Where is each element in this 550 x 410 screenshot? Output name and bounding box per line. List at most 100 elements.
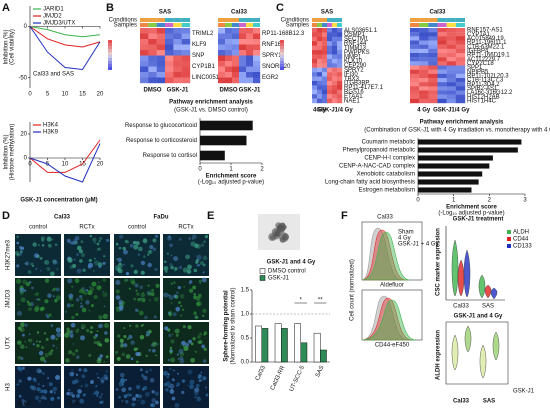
micrograph-texture	[143, 375, 148, 381]
micrograph-texture	[36, 344, 40, 348]
condition-strip	[410, 18, 420, 22]
micrograph-texture	[66, 391, 70, 396]
micrograph-texture	[48, 382, 53, 387]
x-tick-label: 0	[28, 162, 32, 168]
gene-label: LA16c-316G12.2	[467, 90, 513, 96]
treatment-label: control	[128, 225, 146, 231]
heatmap-cell	[428, 69, 438, 75]
micrograph-texture	[18, 379, 22, 383]
legend-label: H3K4	[43, 123, 59, 129]
micrograph-texture	[183, 285, 186, 288]
micrograph-texture	[135, 384, 141, 390]
micrograph-texture	[29, 281, 32, 284]
heatmap-cell	[312, 54, 318, 60]
micrograph	[15, 366, 61, 408]
heatmap-title: SAS	[159, 10, 171, 16]
heatmap-cell	[419, 78, 429, 83]
bar	[320, 349, 327, 363]
heatmap-cell	[225, 50, 233, 56]
micrograph-texture	[57, 396, 60, 400]
heatmap-cell	[455, 94, 466, 100]
micrograph-texture	[188, 237, 192, 240]
heatmap-cell	[246, 50, 254, 56]
histogram-curve	[361, 229, 407, 281]
micrograph-texture	[80, 335, 86, 341]
micrograph-texture	[197, 335, 201, 339]
condition-strip	[148, 18, 157, 22]
gene-label: EGR2	[262, 75, 279, 81]
micrograph-texture	[88, 309, 91, 312]
heatmap-cell	[312, 41, 318, 46]
micrograph-texture	[26, 300, 30, 304]
heatmap-cell	[419, 73, 429, 79]
heatmap-cell	[437, 98, 447, 104]
sample-strip	[246, 23, 253, 27]
heatmap-cell	[239, 44, 247, 51]
micrograph-texture	[146, 331, 151, 336]
heatmap-cell	[140, 61, 149, 67]
heatmap-cell	[156, 61, 166, 67]
micrograph	[15, 322, 61, 364]
treatment-label: control	[29, 225, 47, 231]
heatmap-cell	[428, 82, 438, 87]
micrograph-texture	[79, 295, 83, 299]
micrograph-texture	[27, 302, 32, 307]
heatmap-cell	[446, 73, 457, 79]
heatmap-cell	[419, 44, 429, 50]
heatmap-cell	[428, 48, 438, 54]
heatmap-cell	[437, 69, 447, 75]
heatmap-cell	[253, 72, 261, 78]
micrograph-texture	[39, 257, 43, 260]
micrograph	[114, 278, 160, 320]
legend-label: GSK-J1 + 4 Gy	[398, 242, 439, 248]
micrograph-texture	[182, 325, 186, 329]
heatmap-cell	[327, 41, 333, 46]
heatmap-cell	[246, 66, 254, 73]
heatmap-cell	[332, 67, 338, 73]
heatmap-cell	[317, 85, 323, 90]
heatmap-cell	[446, 78, 457, 83]
heatmap-cell	[181, 33, 191, 40]
x-tick-label: 2	[260, 167, 264, 173]
micrograph-texture	[139, 285, 143, 290]
micrograph-texture	[34, 305, 40, 310]
micrograph-texture	[99, 237, 103, 241]
micrograph-texture	[164, 326, 169, 331]
heatmap-cell	[322, 76, 328, 82]
heatmap-cell	[156, 55, 166, 62]
heatmap-cell	[419, 40, 429, 45]
heatmap-cell	[225, 39, 233, 45]
micrograph-texture	[98, 323, 104, 328]
heatmap-cell	[327, 67, 333, 73]
heatmap-cell	[410, 48, 420, 54]
gene-label: NPIPB5	[467, 69, 489, 75]
chart-title: GSK-J1 and 4 Gy	[267, 260, 316, 266]
treatment-label: RCTx	[79, 225, 94, 231]
micrograph-texture	[169, 243, 173, 247]
micrograph-texture	[22, 279, 28, 285]
legend-label: DMSO control	[268, 269, 306, 275]
micrograph-texture	[134, 283, 139, 288]
heatmap-cell	[148, 66, 157, 73]
condition-strip	[327, 18, 332, 22]
heatmap-cell	[181, 39, 191, 45]
heatmap-cell	[156, 33, 166, 40]
gene-label: RNF144	[344, 41, 367, 47]
heatmap-cell	[225, 44, 233, 51]
heatmap-cell	[322, 89, 328, 95]
micrograph-texture	[193, 311, 197, 316]
micrograph-texture	[148, 299, 152, 302]
micrograph-texture	[138, 310, 144, 316]
gene-label: RP11-3D4.2	[467, 82, 500, 88]
micrograph-texture	[189, 384, 194, 390]
heatmap-cell	[246, 28, 254, 34]
x-tick-label: 0	[416, 198, 420, 204]
stain-label: H3K27me3	[6, 239, 12, 270]
micrograph-texture	[173, 269, 176, 272]
micrograph-texture	[194, 396, 197, 398]
chart-subtitle: (GSK-J1 vs. DMSO control)	[174, 108, 248, 114]
micrograph-texture	[34, 380, 37, 383]
micrograph-texture	[80, 240, 84, 244]
micrograph-texture	[184, 342, 190, 347]
micrograph-texture	[71, 374, 74, 377]
